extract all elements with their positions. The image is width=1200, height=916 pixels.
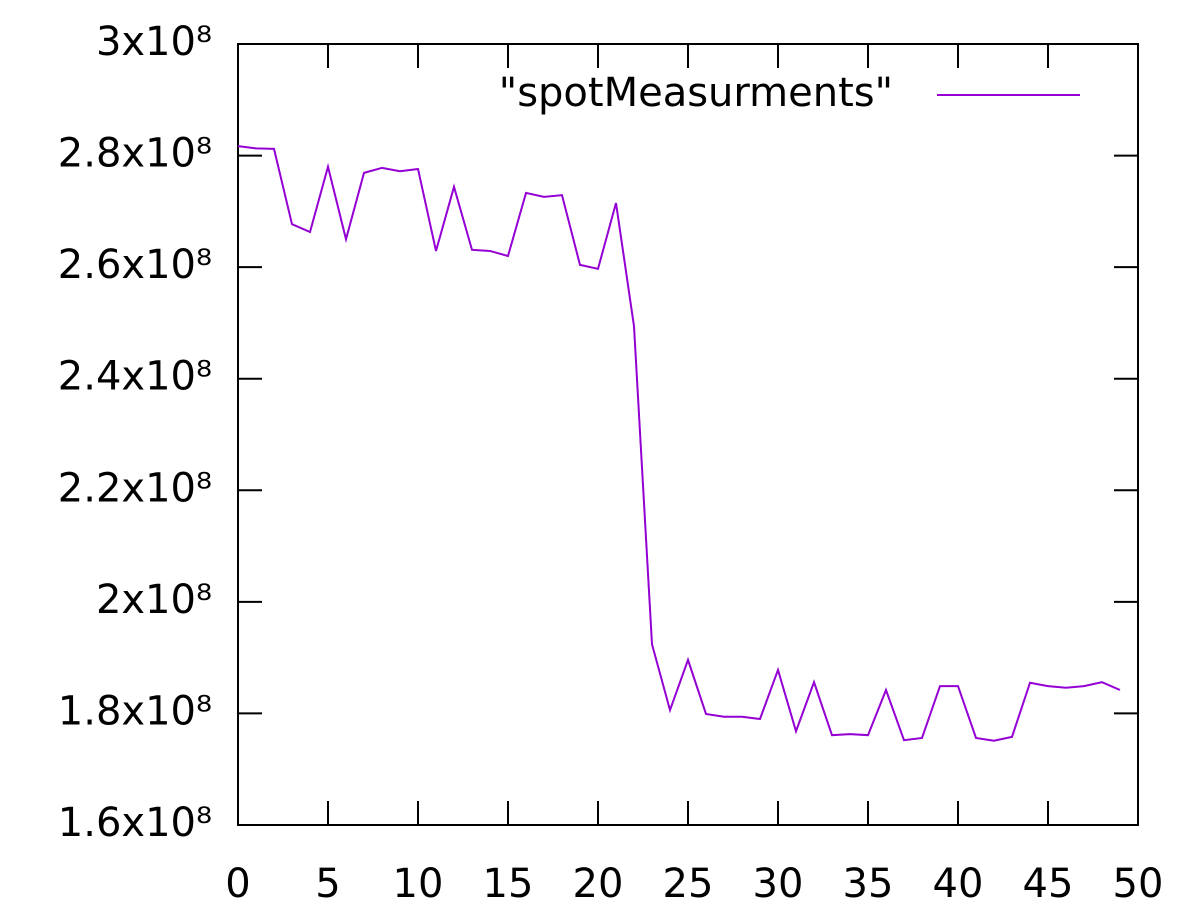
x-tick-label: 45 xyxy=(1023,861,1074,907)
plot-frame xyxy=(237,43,1139,826)
x-tick-label: 15 xyxy=(483,861,534,907)
y-tick-label: 2.6x10⁸ xyxy=(58,242,212,288)
y-tick-label: 2.4x10⁸ xyxy=(58,354,212,400)
y-tick-label: 2x10⁸ xyxy=(96,577,212,623)
y-tick-label: 2.2x10⁸ xyxy=(58,465,212,511)
x-tick-label: 5 xyxy=(315,861,340,907)
y-tick-label: 1.6x10⁸ xyxy=(58,800,212,846)
y-tick-label: 2.8x10⁸ xyxy=(58,131,212,177)
x-tick-label: 20 xyxy=(573,861,624,907)
x-tick-label: 35 xyxy=(843,861,894,907)
x-tick-label: 10 xyxy=(393,861,444,907)
data-line xyxy=(237,145,1121,742)
legend-label: "spotMeasurments" xyxy=(499,70,893,116)
x-tick-label: 40 xyxy=(933,861,984,907)
x-tick-label: 0 xyxy=(225,861,250,907)
y-tick-label: 3x10⁸ xyxy=(96,19,212,65)
x-tick-label: 50 xyxy=(1113,861,1164,907)
y-tick-label: 1.8x10⁸ xyxy=(58,688,212,734)
x-tick-label: 25 xyxy=(663,861,714,907)
x-tick-label: 30 xyxy=(753,861,804,907)
